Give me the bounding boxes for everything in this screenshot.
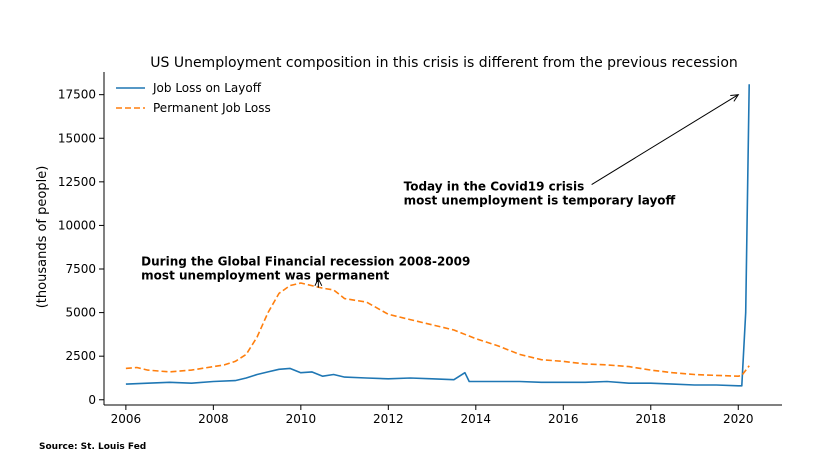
source-note: Source: St. Louis Fed [39, 442, 147, 452]
x-tick-label: 2012 [373, 412, 404, 426]
x-tick-label: 2006 [111, 412, 142, 426]
axes: 2006 2008 2010 2012 2014 2016 2018 2020 0 2500 500… [58, 72, 782, 426]
y-tick-label: 5000 [65, 306, 96, 320]
chart-title: US Unemployment composition in this cris… [150, 55, 738, 71]
y-tick-label: 17500 [58, 88, 96, 102]
plot-area [125, 84, 750, 387]
y-tick-label: 7500 [65, 262, 96, 276]
annotation-line: most unemployment is temporary layoff [404, 194, 676, 208]
y-tick-label: 0 [88, 393, 96, 407]
x-tick-label: 2018 [636, 412, 667, 426]
annotation-text-1: During the Global Financial recession 20… [141, 255, 470, 283]
annotation-arrowhead-0 [730, 94, 740, 102]
annotation-arrow-0 [591, 94, 739, 185]
legend-label-1: Permanent Job Loss [153, 101, 271, 115]
x-tick-label: 2008 [198, 412, 229, 426]
y-tick-label: 2500 [65, 349, 96, 363]
y-tick-label: 10000 [58, 218, 96, 232]
x-tick-label: 2010 [286, 412, 317, 426]
annotation-line: Today in the Covid19 crisis [404, 180, 585, 194]
x-tick-label: 2016 [548, 412, 579, 426]
series-line-0 [125, 84, 750, 387]
y-tick-label: 15000 [58, 131, 96, 145]
y-tick-label: 12500 [58, 175, 96, 189]
legend: Job Loss on Layoff Permanent Job Loss [116, 81, 271, 115]
series-line-1 [125, 282, 750, 378]
legend-label-0: Job Loss on Layoff [152, 81, 262, 95]
annotations: Today in the Covid19 crisis most unemploy… [141, 94, 740, 288]
annotation-text-0: Today in the Covid19 crisis most unemploy… [404, 180, 676, 208]
annotation-line: most unemployment was permanent [141, 269, 389, 283]
y-axis-label: (thousands of people) [35, 166, 50, 309]
annotation-line: During the Global Financial recession 20… [141, 255, 470, 269]
x-tick-label: 2014 [461, 412, 492, 426]
annotation-arrowhead-1 [314, 277, 323, 287]
x-tick-label: 2020 [723, 412, 754, 426]
